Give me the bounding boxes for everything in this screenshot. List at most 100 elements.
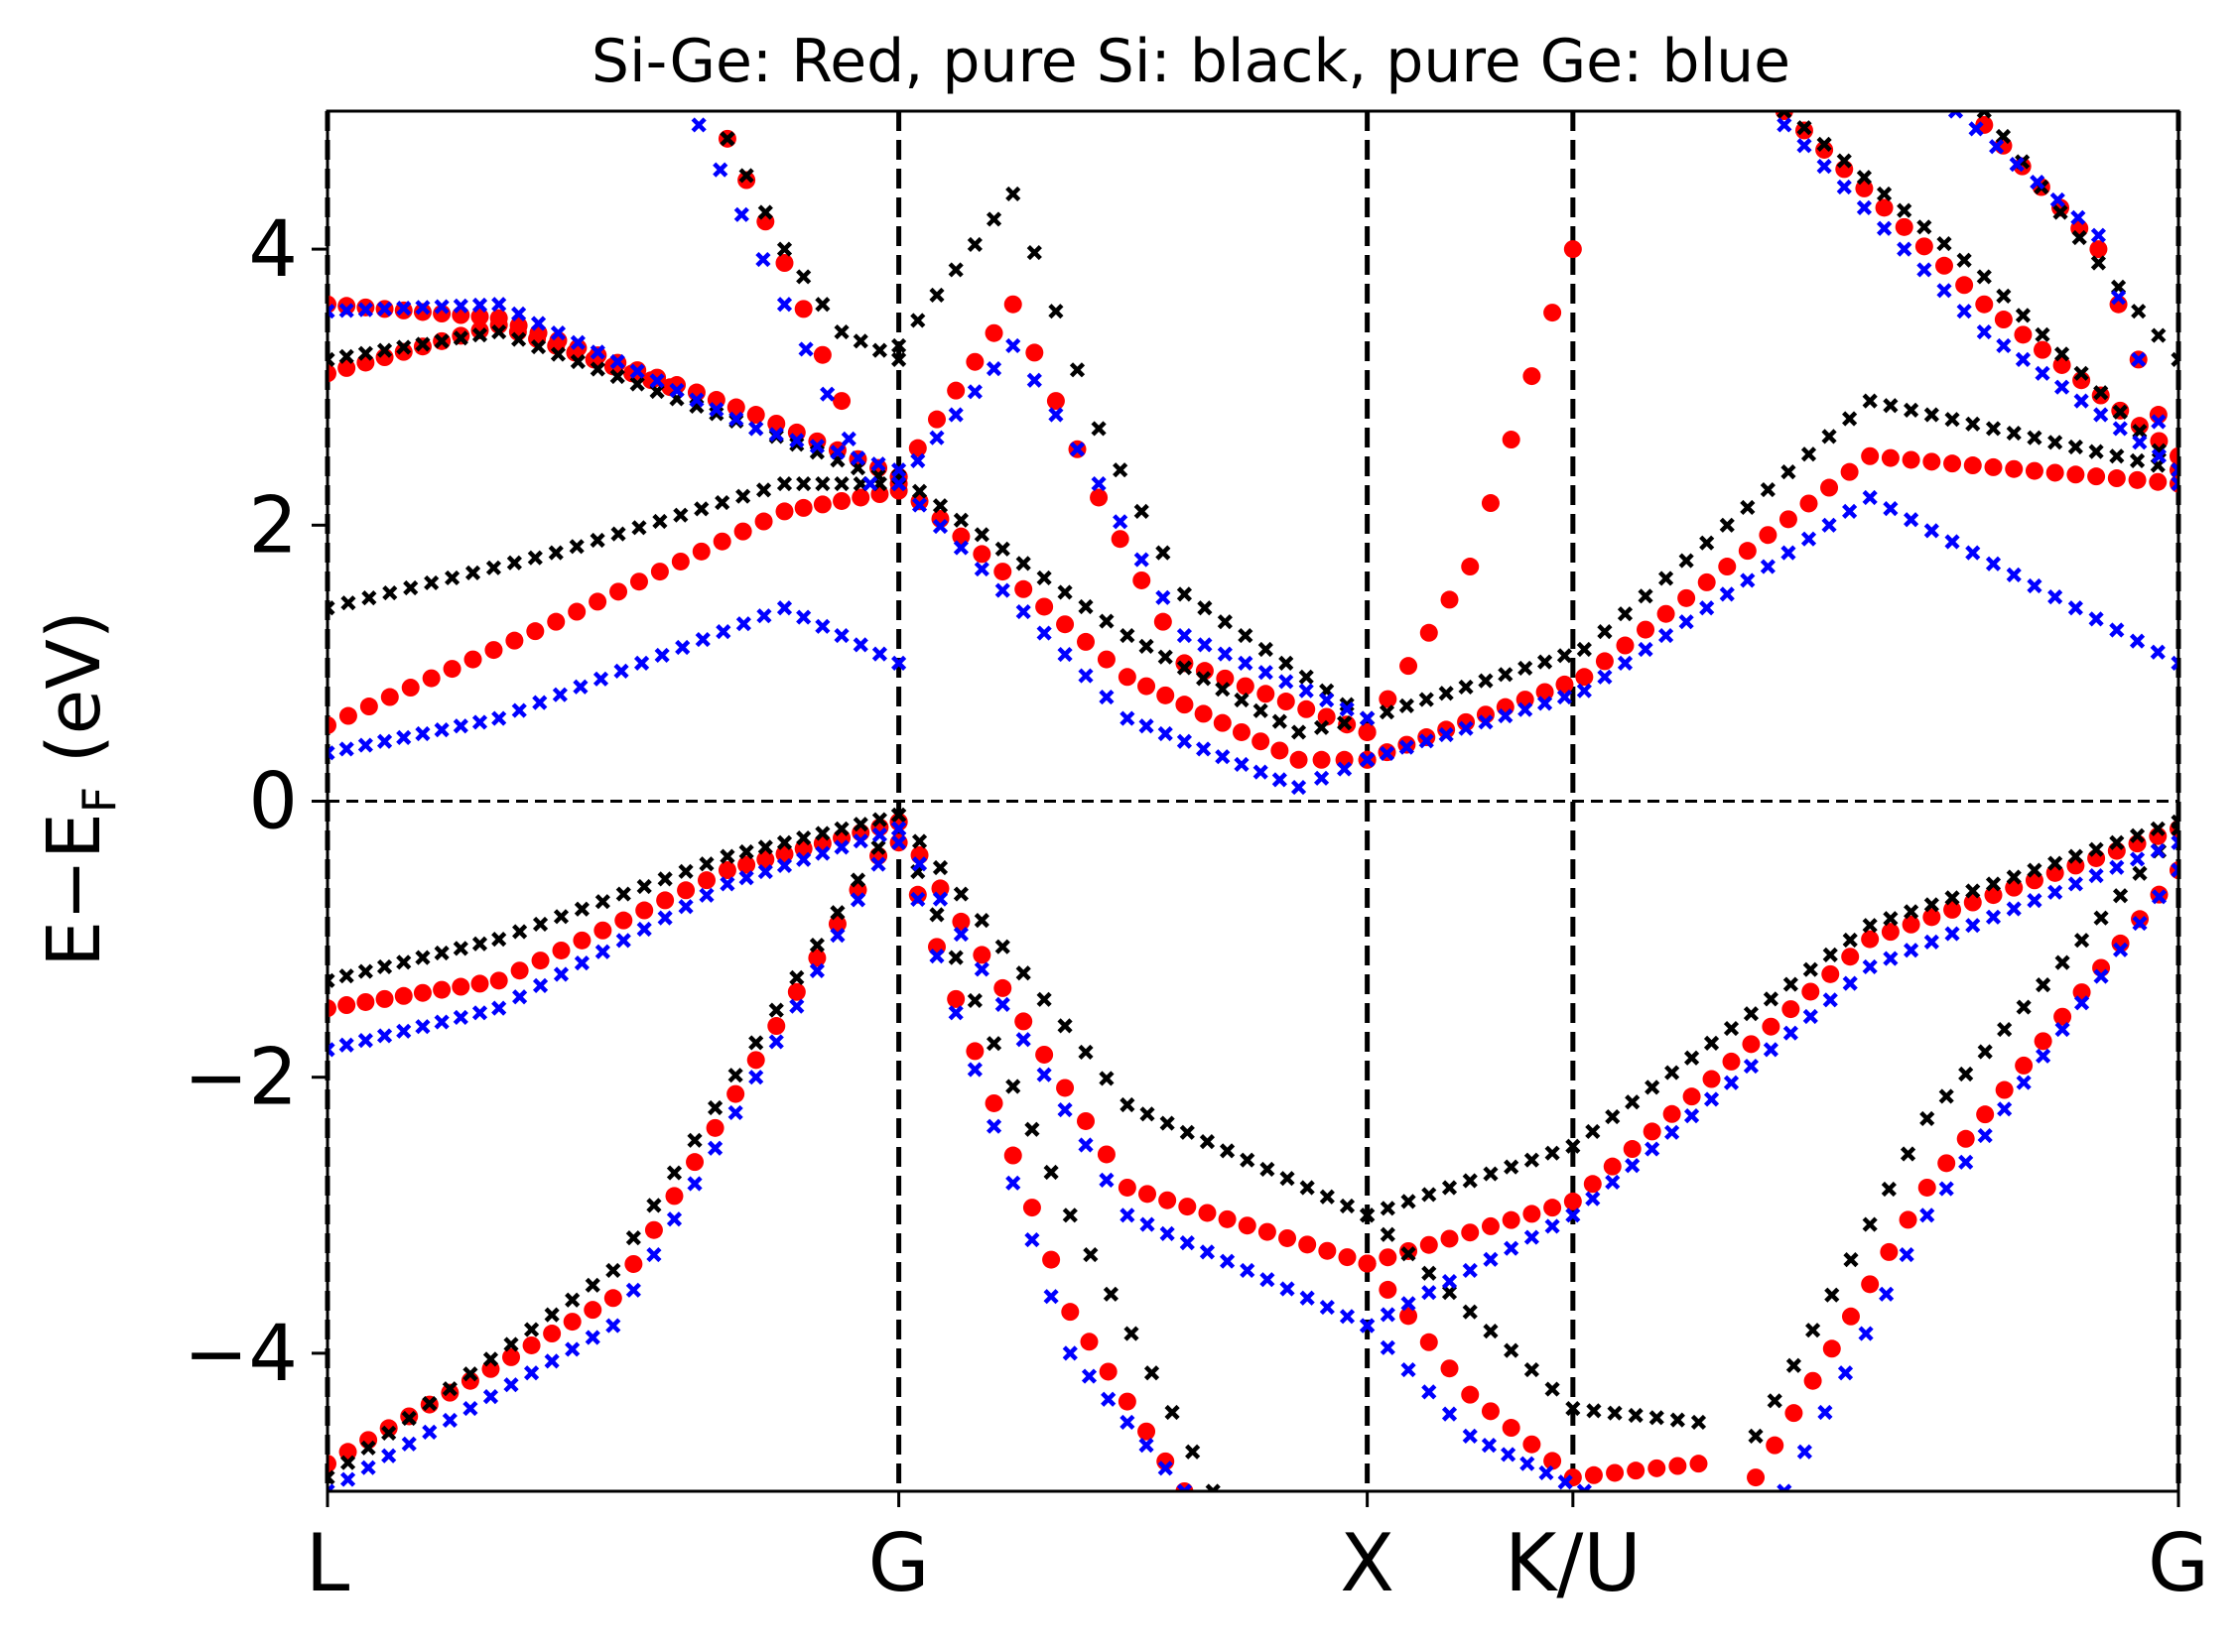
band-point-s0-b1: [394, 986, 413, 1005]
band-point-s2-b1: [678, 899, 694, 915]
band-point-s0-b12: [1358, 1254, 1377, 1273]
band-point-s1-b14: [2052, 204, 2068, 220]
band-point-s2-b11: [1862, 489, 1878, 506]
band-point-s2-b9: [1904, 943, 1919, 958]
band-point-s0-b8: [1097, 650, 1116, 669]
band-point-s1-b11: [1438, 686, 1454, 701]
band-point-s2-b8: [1360, 710, 1376, 726]
band-point-s0-b9: [1276, 693, 1295, 711]
band-point-s1-b1: [636, 878, 652, 895]
band-point-s1-b12: [1977, 1044, 1993, 1060]
band-point-s2-b12: [1796, 1444, 1812, 1460]
band-point-s2-b7: [1099, 689, 1115, 705]
band-point-s1-b7: [1215, 682, 1231, 698]
band-point-s0-b0: [686, 1153, 705, 1172]
band-point-s2-b3: [629, 363, 645, 379]
band-point-s0-b11: [1461, 1223, 1480, 1242]
band-point-s1-b9: [1802, 961, 1818, 977]
band-point-s1-b10: [1504, 1342, 1519, 1358]
band-point-s2-b3: [728, 411, 744, 427]
band-point-s0-b15: [1994, 311, 2013, 329]
band-point-s2-b10: [1538, 1464, 1554, 1481]
band-point-s0-b9: [927, 410, 946, 429]
band-point-s2-b5: [891, 821, 907, 836]
band-point-s1-b6: [1043, 1164, 1059, 1181]
band-point-s1-b8: [1091, 421, 1107, 437]
band-point-s1-b9: [1664, 1065, 1680, 1080]
band-point-s1-b11: [1517, 660, 1533, 677]
band-point-s0-b13: [1738, 542, 1757, 561]
band-point-s0-b2: [609, 582, 628, 601]
band-point-s2-b9: [2006, 901, 2022, 917]
band-point-s2-b9: [1605, 1174, 1621, 1191]
band-point-s2-b9: [2150, 842, 2166, 859]
band-point-s2-b5: [1319, 1299, 1335, 1316]
band-point-s2-b7: [1290, 779, 1307, 796]
band-point-s0-b11: [1682, 1087, 1701, 1106]
band-point-s1-b9: [2088, 841, 2104, 857]
band-point-s0-b7: [947, 989, 966, 1008]
band-point-s0-b6: [1198, 1204, 1217, 1222]
band-point-s1-b9: [1645, 1080, 1660, 1095]
band-point-s2-b9: [1664, 1124, 1680, 1140]
band-point-s2-b3: [891, 462, 907, 478]
band-point-s2-b7: [1215, 749, 1231, 765]
band-point-s2-b0: [503, 1377, 519, 1393]
band-point-s2-b11: [1517, 701, 1533, 717]
band-point-s0-b11: [1943, 900, 1962, 919]
band-point-s2-b12: [2132, 915, 2148, 932]
band-point-s1-b8: [891, 337, 907, 354]
band-point-s1-b4: [757, 204, 773, 220]
band-point-s0-b2: [463, 650, 482, 669]
band-point-s1-b9: [1703, 1035, 1720, 1051]
band-point-s1-b0: [646, 1198, 662, 1213]
band-point-s2-b12: [2073, 995, 2090, 1011]
band-point-s1-b3: [530, 338, 547, 355]
band-point-s0-b2: [484, 641, 503, 660]
band-point-s2-b12: [1938, 1181, 1954, 1197]
band-point-s2-b11: [1699, 600, 1715, 616]
band-point-s2-b0: [666, 1211, 683, 1227]
band-point-s0-b13: [2128, 470, 2147, 489]
band-point-s1-b2: [424, 574, 440, 591]
band-point-s0-b13: [1840, 462, 1859, 481]
band-point-s0-b5: [813, 345, 832, 364]
band-point-s1-b7: [1119, 627, 1135, 644]
band-point-s0-b12: [1543, 1452, 1562, 1470]
band-point-s0-b1: [452, 977, 470, 996]
band-point-s2-b8: [929, 430, 945, 445]
band-point-s2-b14: [2131, 351, 2147, 367]
band-point-s0-b2: [505, 631, 524, 650]
band-point-s2-b9: [1944, 926, 1960, 942]
band-point-s2-b9: [1842, 975, 1858, 991]
band-point-s2-b7: [1057, 646, 1073, 663]
band-point-s2-b2: [532, 695, 548, 710]
band-point-s1-b11: [1458, 679, 1474, 696]
band-point-s2-b13: [1897, 241, 1912, 257]
band-point-s1-b8: [1026, 244, 1042, 261]
band-point-s2-b4: [713, 162, 728, 178]
band-point-s0-b8: [1232, 722, 1251, 741]
band-point-s1-b10: [1380, 1226, 1395, 1242]
band-point-s0-b11: [1922, 908, 1941, 927]
band-point-s1-b4: [776, 241, 793, 257]
band-point-s0-b7: [1061, 1303, 1080, 1322]
band-point-s2-b5: [1159, 1225, 1175, 1241]
band-point-s0-b1: [510, 961, 529, 980]
band-point-s1-b10: [1462, 1304, 1478, 1320]
band-point-s2-b5: [1057, 1101, 1073, 1118]
band-point-s2-b2: [396, 729, 412, 745]
band-point-s1-b8: [1133, 503, 1149, 519]
band-point-s2-b1: [376, 1028, 393, 1044]
band-point-s2-b11: [1536, 696, 1553, 711]
band-point-s1-b12: [1767, 1393, 1782, 1409]
band-point-s2-b13: [2112, 421, 2128, 437]
band-point-s2-b5: [1099, 1172, 1115, 1188]
band-point-s1-b11: [2088, 444, 2104, 459]
band-point-s2-b3: [471, 297, 488, 314]
band-point-s1-b13: [1976, 269, 1992, 285]
band-point-s2-b9: [1504, 1240, 1519, 1256]
band-point-s0-b14: [2034, 1032, 2052, 1051]
band-point-s1-b9: [1605, 1108, 1621, 1125]
band-point-s2-b12: [1858, 1326, 1874, 1341]
